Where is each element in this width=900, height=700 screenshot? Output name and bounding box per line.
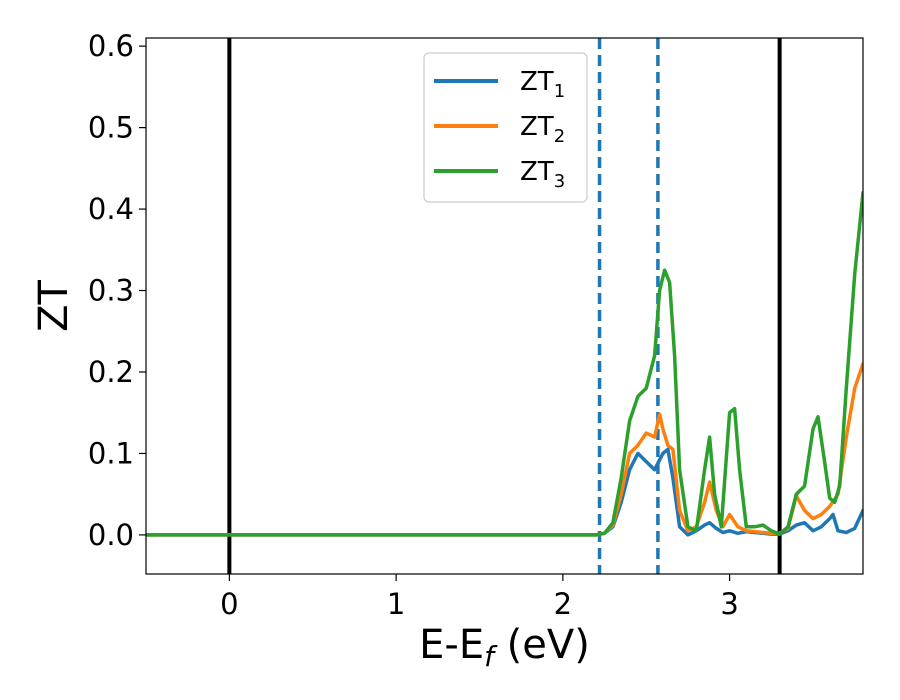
y-axis-label: ZT xyxy=(31,280,77,332)
plot-frame xyxy=(145,37,864,575)
y-axis: 0.0 0.1 0.2 0.3 0.4 0.5 0.6 xyxy=(88,29,146,552)
x-axis-label: E-Ef (eV) xyxy=(419,622,590,673)
x-tick-label: 2 xyxy=(554,587,572,621)
series-lines xyxy=(146,191,863,537)
y-tick-label: 0.1 xyxy=(88,436,134,470)
y-tick-label: 0.5 xyxy=(88,111,134,145)
x-axis: 0 1 2 3 xyxy=(220,574,739,621)
y-tick-label: 0.6 xyxy=(88,29,134,63)
y-tick-label: 0.0 xyxy=(88,518,134,552)
legend-box xyxy=(423,52,588,203)
x-tick-label: 1 xyxy=(387,587,405,621)
y-tick-label: 0.4 xyxy=(88,192,134,226)
reference-lines xyxy=(227,38,782,574)
legend-label-zt1: ZT1 xyxy=(520,67,565,102)
legend: ZT1 ZT2 ZT3 xyxy=(423,52,588,203)
x-tick-label: 3 xyxy=(720,587,738,621)
y-tick-label: 0.3 xyxy=(88,274,134,308)
series-line-zt1 xyxy=(146,447,863,537)
series-line-zt3 xyxy=(146,191,863,537)
x-tick-label: 0 xyxy=(220,587,238,621)
legend-label-zt2: ZT2 xyxy=(520,112,565,147)
legend-label-zt3: ZT3 xyxy=(520,157,565,192)
series-line-zt2 xyxy=(146,362,863,537)
y-tick-label: 0.2 xyxy=(88,355,134,389)
